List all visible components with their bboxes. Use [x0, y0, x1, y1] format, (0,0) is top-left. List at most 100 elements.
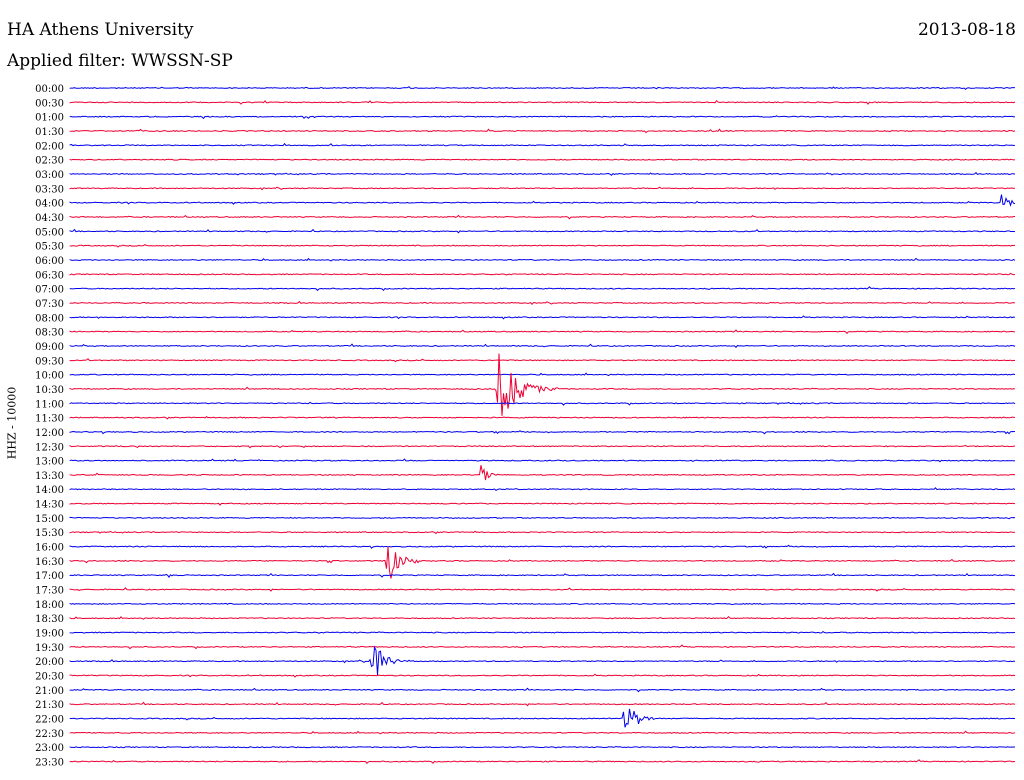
tick-label: 15:00	[35, 514, 64, 525]
tick-label: 23:30	[35, 758, 64, 769]
tick-label: 04:00	[35, 199, 64, 210]
station-title: HA Athens University	[7, 20, 194, 40]
tick-label: 16:30	[35, 557, 64, 568]
tick-label: 05:30	[35, 242, 64, 253]
trace-line	[69, 465, 1016, 481]
tick-label: 10:00	[35, 371, 64, 382]
tick-label: 23:00	[35, 743, 64, 754]
tick-label: 21:00	[35, 686, 64, 697]
trace-line	[69, 244, 1016, 248]
tick-label: 01:00	[35, 113, 64, 124]
tick-label: 05:00	[35, 227, 64, 238]
tick-label: 19:00	[35, 629, 64, 640]
tick-label: 13:30	[35, 471, 64, 482]
trace-line	[69, 430, 1016, 435]
trace-line	[69, 416, 1016, 420]
tick-label: 16:00	[35, 543, 64, 554]
tick-label: 03:00	[35, 170, 64, 181]
trace-line	[69, 530, 1016, 535]
tick-label: 01:30	[35, 127, 64, 138]
trace-line	[69, 86, 1016, 91]
tick-label: 18:30	[35, 614, 64, 625]
tick-label: 02:30	[35, 156, 64, 167]
trace-line	[69, 687, 1016, 693]
trace-line	[69, 158, 1016, 161]
trace-line	[69, 645, 1016, 675]
trace-line	[69, 372, 1016, 377]
tick-label: 17:00	[35, 571, 64, 582]
trace-line	[69, 142, 1016, 147]
tick-label: 07:00	[35, 285, 64, 296]
trace-line	[69, 708, 1016, 728]
trace-line	[69, 644, 1016, 650]
trace-line	[69, 171, 1016, 176]
trace-line	[69, 257, 1016, 262]
trace-line	[69, 186, 1016, 191]
trace-line	[69, 458, 1016, 463]
tick-label: 03:30	[35, 184, 64, 195]
trace-line	[69, 502, 1016, 506]
tick-label: 09:30	[35, 356, 64, 367]
tick-label: 15:30	[35, 528, 64, 539]
tick-label: 02:00	[35, 141, 64, 152]
trace-line	[69, 759, 1016, 764]
trace-line	[69, 487, 1016, 492]
trace-line	[69, 100, 1016, 105]
trace-line	[69, 444, 1016, 449]
tick-label: 21:30	[35, 700, 64, 711]
trace-line	[69, 602, 1016, 606]
trace-line	[69, 544, 1016, 549]
tick-label: 09:00	[35, 342, 64, 353]
trace-line	[69, 516, 1016, 520]
trace-line	[69, 572, 1016, 578]
filter-label: Applied filter: WWSSN-SP	[7, 51, 233, 71]
record-date: 2013-08-18	[917, 20, 1016, 40]
tick-label: 00:00	[35, 84, 64, 95]
trace-line	[69, 401, 1016, 406]
trace-line	[69, 272, 1016, 276]
trace-line	[69, 343, 1016, 349]
tick-label: 14:00	[35, 485, 64, 496]
trace-line	[69, 194, 1016, 207]
tick-label: 20:30	[35, 672, 64, 683]
tick-label: 14:30	[35, 500, 64, 511]
tick-label: 13:00	[35, 457, 64, 468]
trace-line	[69, 214, 1016, 220]
tick-label: 06:30	[35, 270, 64, 281]
trace-line	[69, 701, 1016, 707]
trace-line	[69, 587, 1016, 592]
trace-line	[69, 730, 1016, 735]
tick-label: 04:30	[35, 213, 64, 224]
tick-label: 11:00	[35, 399, 64, 410]
tick-label: 08:30	[35, 328, 64, 339]
trace-line	[69, 128, 1016, 134]
trace-line	[69, 329, 1016, 335]
tick-label: 22:30	[35, 729, 64, 740]
tick-label: 06:00	[35, 256, 64, 267]
trace-line	[69, 228, 1016, 234]
trace-line	[69, 630, 1016, 634]
tick-label: 08:00	[35, 313, 64, 324]
tick-label: 17:30	[35, 586, 64, 597]
tick-label: 12:30	[35, 442, 64, 453]
trace-line	[69, 286, 1016, 292]
tick-label: 12:00	[35, 428, 64, 439]
trace-line	[69, 615, 1016, 620]
tick-label: 10:30	[35, 385, 64, 396]
tick-label: 07:30	[35, 299, 64, 310]
trace-line	[69, 358, 1016, 363]
tick-label: 22:00	[35, 715, 64, 726]
trace-line	[69, 115, 1016, 120]
tick-label: 20:00	[35, 657, 64, 668]
tick-label: 19:30	[35, 643, 64, 654]
trace-line	[69, 353, 1016, 416]
trace-line	[69, 546, 1016, 579]
tick-label: 00:30	[35, 98, 64, 109]
trace-line	[69, 315, 1016, 320]
tick-label: 18:00	[35, 600, 64, 611]
trace-line	[69, 300, 1016, 306]
trace-line	[69, 673, 1016, 678]
tick-label: 11:30	[35, 414, 64, 425]
trace-line	[69, 745, 1016, 749]
